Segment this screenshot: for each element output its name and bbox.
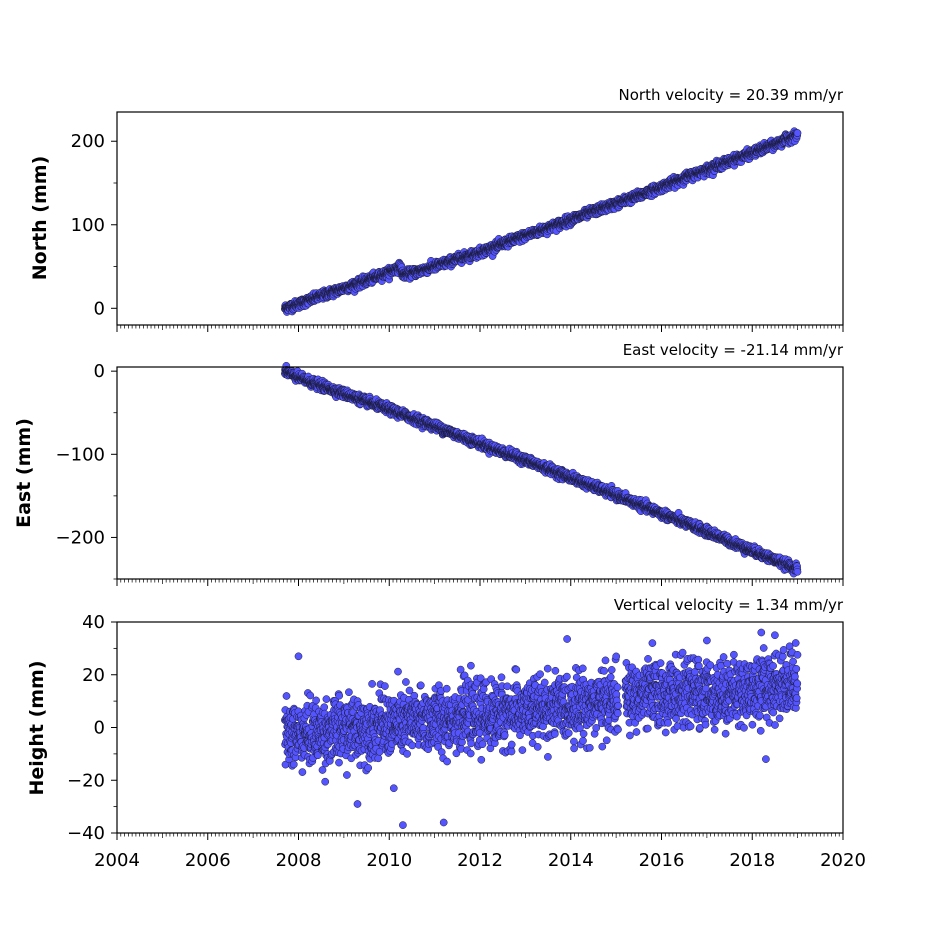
north-panel: North velocity = 20.39 mm/yr North (mm) … <box>29 86 844 332</box>
east-ylabel: East (mm) <box>13 418 35 528</box>
east-velocity-title: East velocity = -21.14 mm/yr <box>623 341 844 359</box>
y-tick-label: 100 <box>71 215 105 236</box>
y-tick-label: 200 <box>71 131 105 152</box>
y-tick-label: 0 <box>94 298 105 319</box>
north-ylabel: North (mm) <box>29 156 51 281</box>
north-points <box>281 127 802 316</box>
north-axes-frame <box>116 111 844 326</box>
north-xticks <box>116 325 844 332</box>
east-points <box>281 361 802 578</box>
east-panel: East velocity = -21.14 mm/yr East (mm) 0… <box>13 341 844 586</box>
north-yticks: 0 100 200 <box>71 131 117 319</box>
north-velocity-title: North velocity = 20.39 mm/yr <box>619 86 844 104</box>
data-point <box>793 129 802 137</box>
